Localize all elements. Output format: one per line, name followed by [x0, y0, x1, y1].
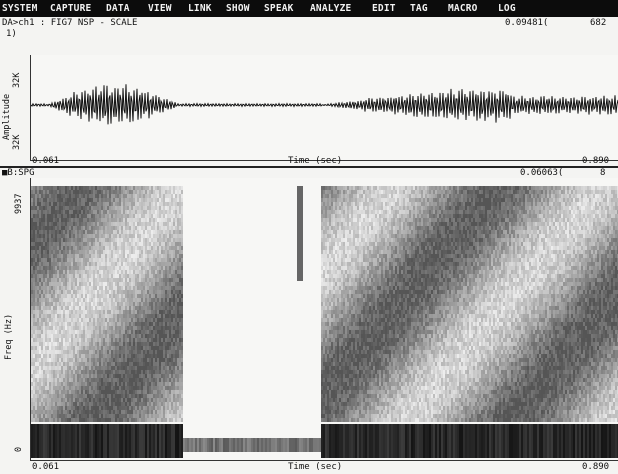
waveform-trace	[31, 84, 618, 125]
menu-speak[interactable]: SPEAK	[264, 3, 294, 14]
spectrogram-title: ■B:SPG	[2, 168, 35, 178]
waveform-y-label: Amplitude	[2, 93, 12, 140]
waveform-title: DA>ch1 : FIG7 NSP - SCALE	[2, 18, 138, 28]
waveform-plot[interactable]	[30, 55, 618, 161]
menu-analyze[interactable]: ANALYZE	[310, 3, 352, 14]
waveform-cursor-value: 0.09481(	[505, 18, 549, 28]
menu-show[interactable]: SHOW	[226, 3, 250, 14]
menu-capture[interactable]: CAPTURE	[50, 3, 92, 14]
menu-edit[interactable]: EDIT	[372, 3, 396, 14]
spectrogram-x-start: 0.061	[32, 462, 60, 472]
menu-bar: SYSTEM CAPTURE DATA VIEW LINK SHOW SPEAK…	[0, 0, 618, 17]
panel-divider	[0, 166, 618, 168]
spectrogram-x-end: 0.890	[582, 462, 610, 472]
waveform-x-label: Time (sec)	[288, 156, 343, 166]
waveform-panel-index: 1)	[6, 29, 17, 39]
menu-system[interactable]: SYSTEM	[2, 3, 38, 14]
menu-view[interactable]: VIEW	[148, 3, 172, 14]
spectrogram-image	[31, 186, 618, 458]
waveform-y-tick-top: 32K	[12, 72, 22, 88]
waveform-y-tick-bottom: 32K	[12, 134, 22, 150]
menu-data[interactable]: DATA	[106, 3, 130, 14]
waveform-cursor-value-right: 682	[590, 18, 607, 28]
spectrogram-cursor-value-right: 8	[600, 168, 606, 178]
waveform-x-end: 0.890	[582, 156, 610, 166]
spectrogram-cursor-value: 0.06063(	[520, 168, 564, 178]
waveform-x-start: 0.061	[32, 156, 60, 166]
spectrogram-y-label: Freq (Hz)	[4, 313, 14, 360]
spectrogram-plot[interactable]	[30, 178, 618, 461]
spectrogram-y-tick-bottom: 0	[14, 446, 24, 452]
menu-link[interactable]: LINK	[188, 3, 212, 14]
spectrogram-header: ■B:SPG 0.06063( 8	[0, 168, 618, 180]
waveform-header: DA>ch1 : FIG7 NSP - SCALE 0.09481( 682	[0, 18, 618, 30]
spectrogram-x-label: Time (sec)	[288, 462, 343, 472]
menu-macro[interactable]: MACRO	[448, 3, 478, 14]
spectrogram-y-tick-top: 9937	[14, 193, 24, 214]
menu-tag[interactable]: TAG	[410, 3, 428, 14]
menu-log[interactable]: LOG	[498, 3, 516, 14]
